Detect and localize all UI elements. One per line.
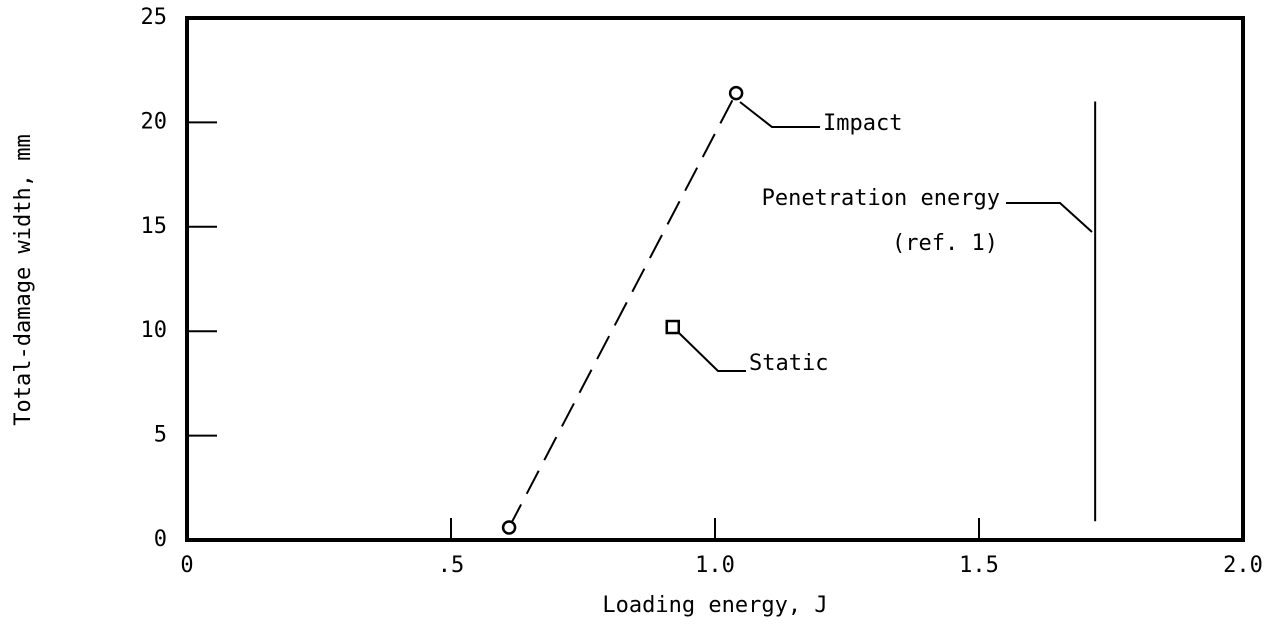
- x-tick-label: .5: [438, 553, 465, 578]
- penetration-leader: [1006, 202, 1093, 233]
- marker: [501, 520, 517, 535]
- static-label: Static: [749, 351, 828, 376]
- y-tick-label: 5: [154, 423, 167, 448]
- y-axis-label: Total-damage width, mm: [11, 134, 36, 425]
- x-tick-label: 1.5: [959, 553, 999, 578]
- y-tick-label: 10: [141, 318, 168, 343]
- y-tick-label: 20: [141, 109, 168, 134]
- plot-frame: [185, 16, 1245, 542]
- x-axis-label: Loading energy, J: [602, 593, 827, 618]
- y-tick-label: 0: [154, 527, 167, 552]
- static-leader: [678, 332, 746, 372]
- x-tick-label: 0: [180, 553, 193, 578]
- x-tick-label: 2.0: [1223, 553, 1263, 578]
- marker: [728, 85, 744, 101]
- leader-lines: [678, 101, 1093, 372]
- y-tick-label: 15: [141, 214, 168, 239]
- impact-leader: [739, 101, 820, 128]
- y-tick-label: 25: [141, 5, 168, 30]
- reference-label: Penetration energy: [762, 186, 1000, 211]
- reference-note: (ref. 1): [892, 231, 998, 256]
- series-line: [508, 92, 738, 528]
- marker: [665, 319, 681, 335]
- impact-label: Impact: [823, 111, 902, 136]
- x-tick-label: 1.0: [695, 553, 735, 578]
